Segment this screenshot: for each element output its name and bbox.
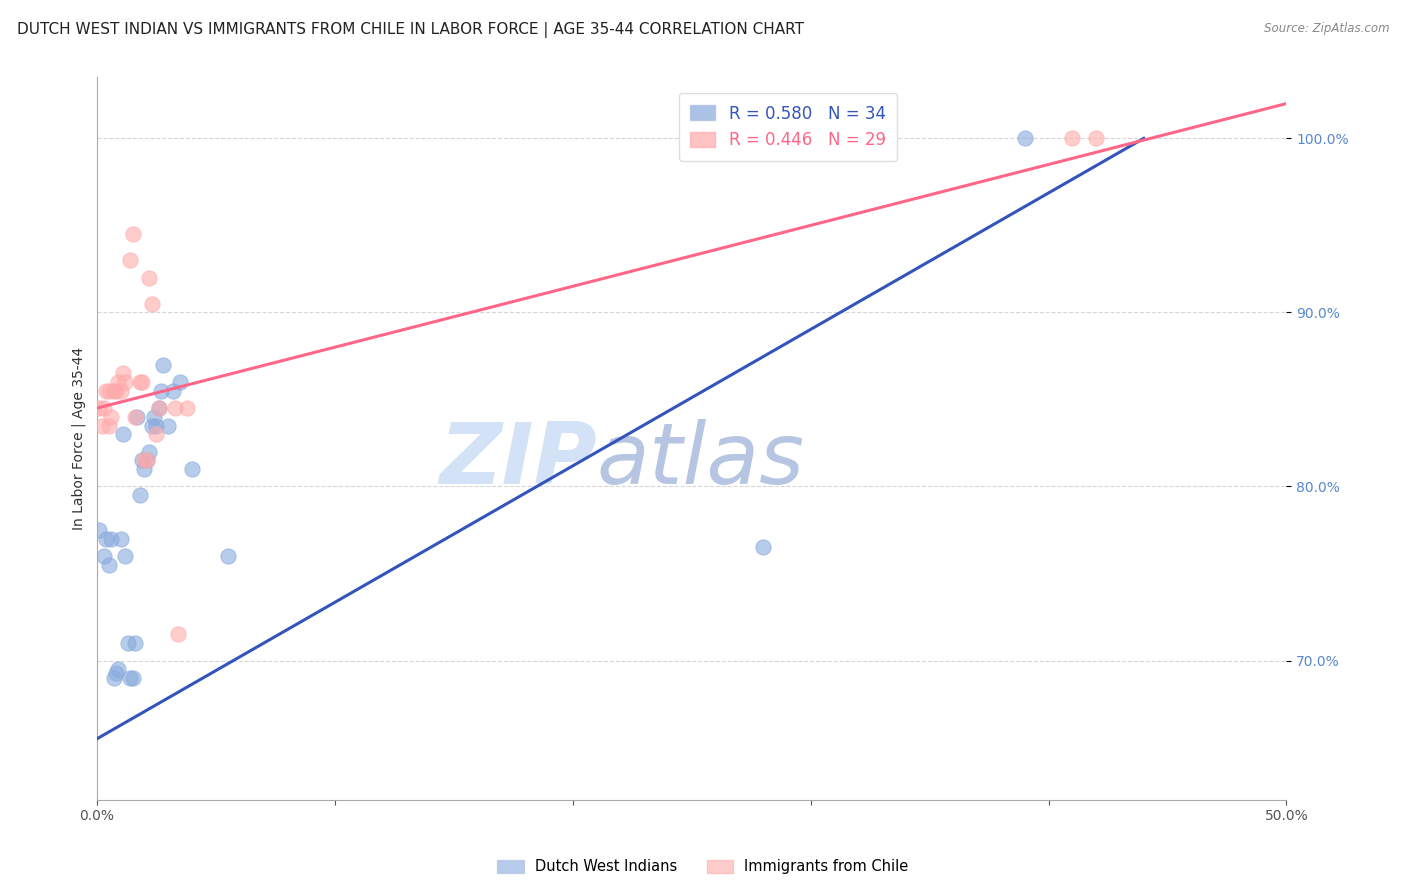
Point [97,384,120,398]
Point [141,418,163,433]
Point [131,375,153,389]
Point [120,671,142,685]
Point [114,375,136,389]
Point [120,253,142,268]
Point [96,532,118,546]
Point [96,384,118,398]
Point [121,671,143,685]
Point [124,409,146,424]
Point [104,384,127,398]
Point [114,549,136,563]
Point [141,296,163,310]
Point [150,384,173,398]
Point [111,367,134,381]
Point [152,358,174,372]
Point [162,384,184,398]
Point [135,453,157,467]
Point [138,270,160,285]
Point [111,427,134,442]
Point [110,384,132,398]
Point [100,409,122,424]
Y-axis label: In Labor Force | Age 35-44: In Labor Force | Age 35-44 [72,347,86,530]
Point [145,427,167,442]
Point [217,549,239,563]
Point [128,488,150,502]
Point [138,444,160,458]
Point [134,453,156,467]
Point [148,401,170,416]
Point [107,662,129,676]
Point [124,636,146,650]
Point [169,375,191,389]
Text: ZIP: ZIP [439,418,596,502]
Point [103,671,125,685]
Point [89,523,111,537]
Point [135,453,157,467]
Point [104,665,127,680]
Point [181,462,204,476]
Point [131,453,153,467]
Point [145,418,167,433]
Point [127,409,149,424]
Point [103,384,125,398]
Point [97,558,120,572]
Point [107,375,129,389]
Point [1062,131,1084,145]
Legend: R = 0.580   N = 34, R = 0.446   N = 29: R = 0.580 N = 34, R = 0.446 N = 29 [679,93,897,161]
Point [89,401,111,416]
Point [165,401,187,416]
Point [166,627,188,641]
Point [1014,131,1036,145]
Point [128,375,150,389]
Text: DUTCH WEST INDIAN VS IMMIGRANTS FROM CHILE IN LABOR FORCE | AGE 35-44 CORRELATIO: DUTCH WEST INDIAN VS IMMIGRANTS FROM CHI… [17,22,804,38]
Point [157,418,180,433]
Point [1085,131,1108,145]
Legend: Dutch West Indians, Immigrants from Chile: Dutch West Indians, Immigrants from Chil… [492,854,914,880]
Point [110,532,132,546]
Point [97,418,120,433]
Point [121,227,143,241]
Point [142,409,165,424]
Point [117,636,139,650]
Point [93,549,115,563]
Point [100,532,122,546]
Point [176,401,198,416]
Point [93,401,115,416]
Point [134,462,156,476]
Text: atlas: atlas [596,418,804,502]
Point [752,541,775,555]
Text: Source: ZipAtlas.com: Source: ZipAtlas.com [1264,22,1389,36]
Point [90,418,112,433]
Point [148,401,170,416]
